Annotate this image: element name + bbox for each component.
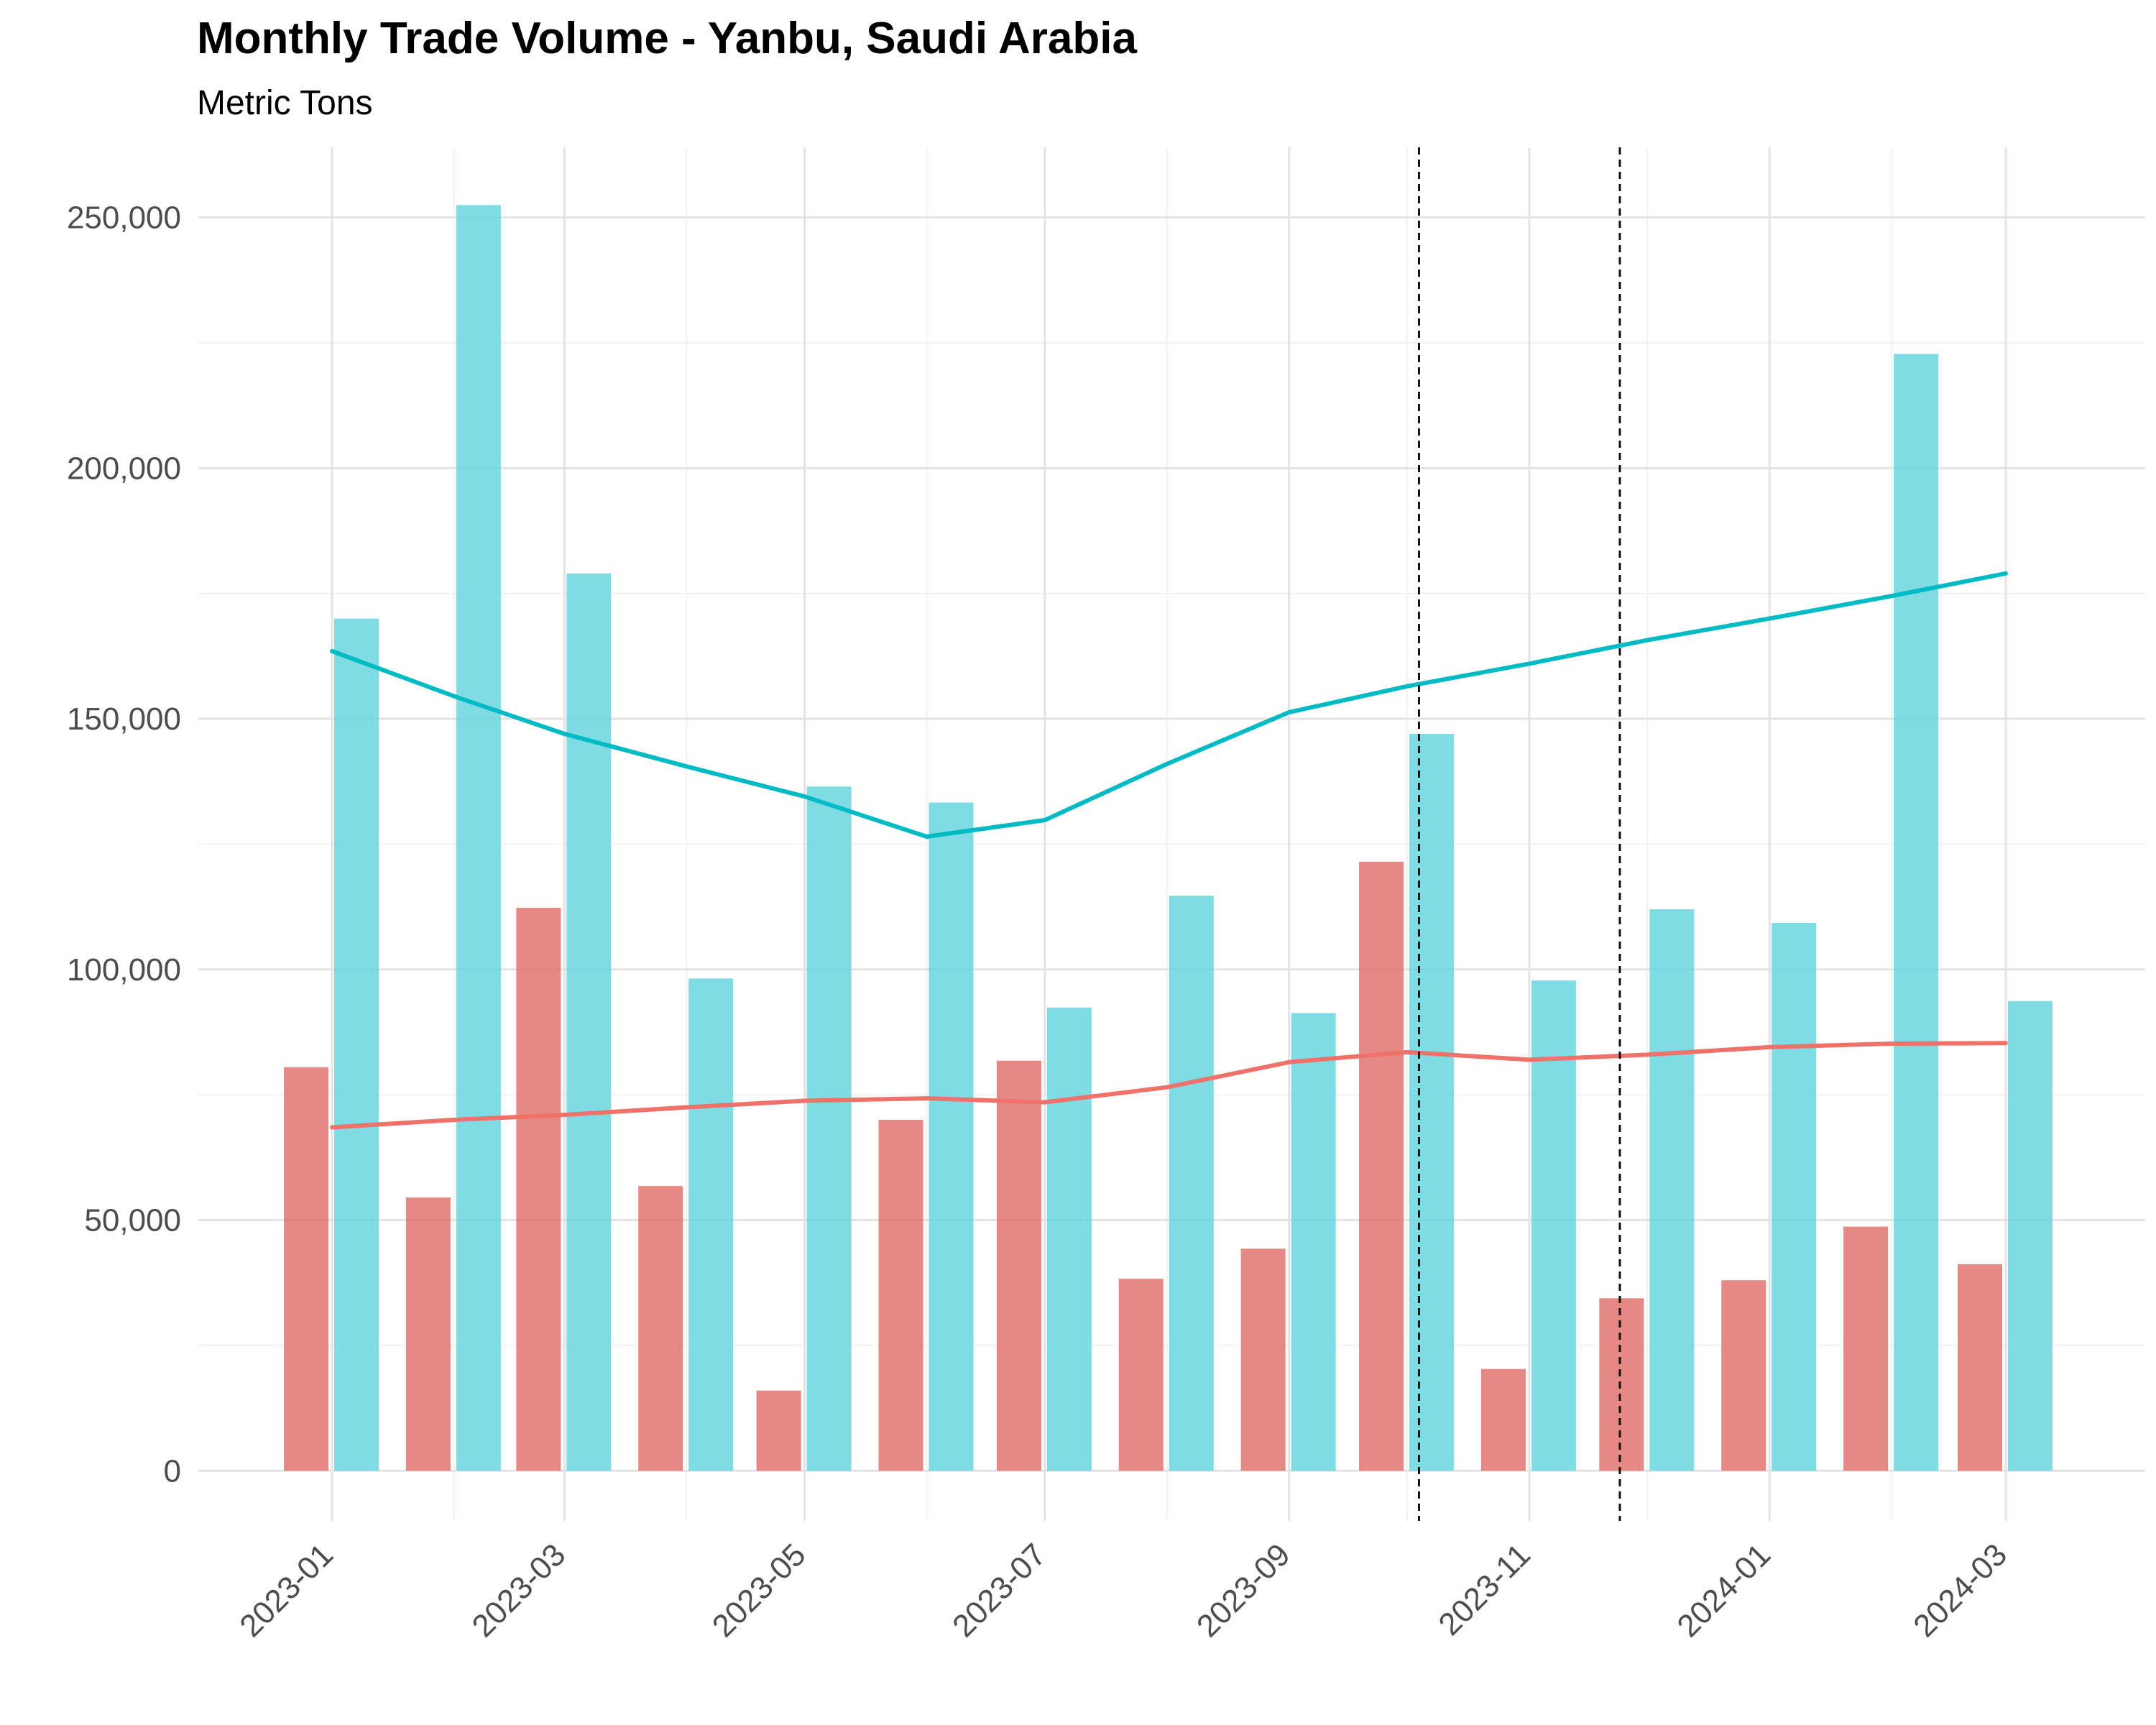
trend-lines [330,571,2008,1130]
bar [1359,861,1404,1471]
x-tick-label: 2023-03 [466,1537,573,1644]
chart-title: Monthly Trade Volume - Yanbu, Saudi Arab… [197,14,1137,63]
x-tick-label: 2023-09 [1190,1537,1297,1644]
bar [756,1390,801,1471]
bar [1894,354,1939,1471]
trend-line [330,571,2008,839]
bar [405,1197,451,1471]
trend-line [330,1041,2008,1130]
bar [1118,1279,1164,1471]
bar [1240,1248,1286,1471]
x-tick-label: 2023-05 [706,1537,813,1644]
x-tick-label: 2024-03 [1907,1537,2014,1644]
bar [566,573,612,1471]
y-tick-label: 100,000 [67,952,181,988]
bar [1649,909,1695,1471]
y-tick-label: 250,000 [67,201,181,236]
grid-lines [198,147,2145,1521]
bar [929,802,974,1471]
y-tick-label: 0 [164,1453,181,1489]
bar [1958,1264,2002,1471]
bar [2008,1000,2053,1471]
bar [334,618,379,1471]
x-tick-label: 2023-01 [233,1537,340,1644]
y-tick-label: 50,000 [84,1203,181,1238]
bar [1772,922,1817,1471]
chart-subtitle: Metric Tons [197,84,373,122]
bar [516,908,561,1471]
bar [806,786,852,1471]
bar [1409,734,1455,1471]
x-tick-label: 2023-07 [946,1537,1053,1644]
bar [284,1067,328,1471]
bar [638,1186,683,1471]
bar [1046,1007,1092,1471]
bar [1291,1013,1336,1471]
bar [1721,1280,1766,1471]
y-tick-label: 200,000 [67,451,181,486]
bar [456,205,501,1471]
bar [688,978,734,1471]
bar [1531,980,1576,1471]
bar [878,1120,923,1471]
x-tick-label: 2023-11 [1432,1537,1537,1642]
bar [1599,1298,1644,1471]
y-tick-label: 150,000 [67,702,181,737]
bar [1169,896,1214,1471]
bar [1480,1368,1526,1471]
bar [1843,1226,1889,1471]
x-tick-label: 2024-01 [1670,1537,1777,1644]
reference-lines [1417,147,1621,1521]
bars [284,205,2053,1471]
bar [996,1060,1041,1471]
